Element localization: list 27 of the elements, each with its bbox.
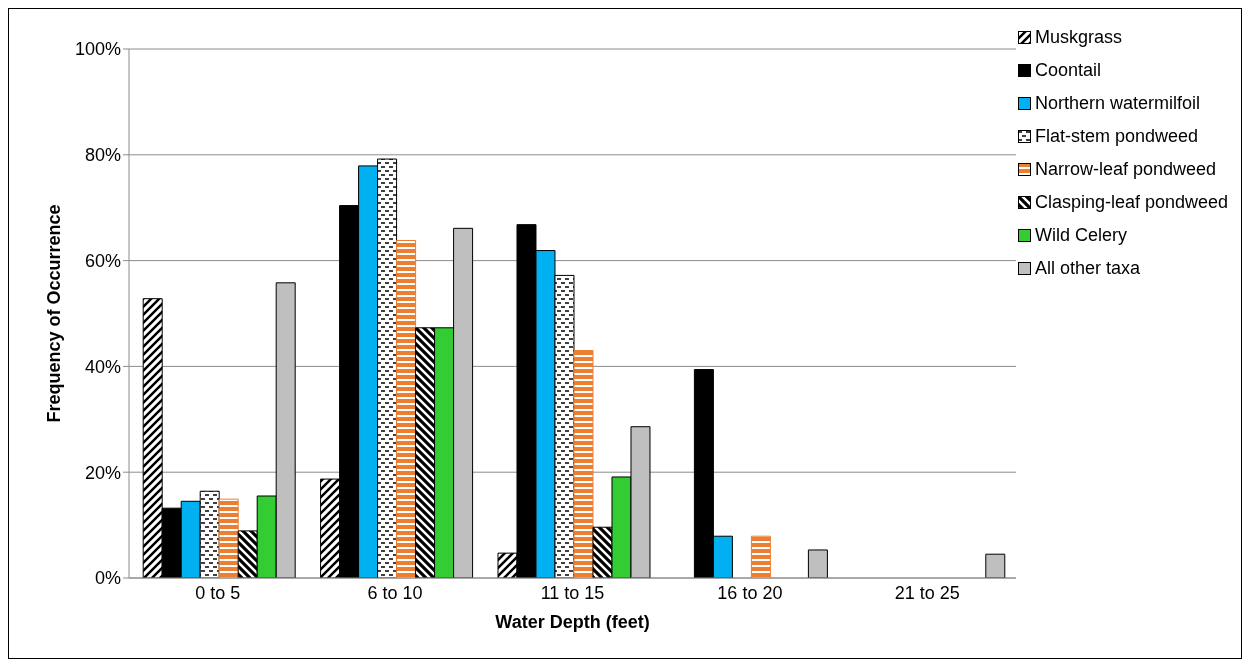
y-tick-label: 0% <box>94 568 121 589</box>
y-tick-label: 40% <box>84 356 121 377</box>
bar <box>985 553 1006 578</box>
x-tick-label: 0 to 5 <box>195 582 241 603</box>
x-axis-title: Water Depth (feet) <box>495 612 650 632</box>
legend-label: Northern watermilfoil <box>1035 93 1201 114</box>
x-tick-label: 21 to 25 <box>894 582 960 603</box>
legend-label: Wild Celery <box>1035 225 1128 246</box>
x-tick-label: 16 to 20 <box>717 582 783 603</box>
bar <box>218 498 239 578</box>
legend-label: All other taxa <box>1035 258 1141 279</box>
x-tick-label: 6 to 10 <box>367 582 423 603</box>
legend-label: Narrow-leaf pondweed <box>1035 159 1217 180</box>
bar <box>807 549 828 578</box>
y-tick-label: 100% <box>74 39 121 60</box>
bar <box>573 350 594 578</box>
bar <box>750 535 771 578</box>
legend-label: Muskgrass <box>1035 27 1123 48</box>
y-tick-label: 80% <box>84 145 121 166</box>
x-tick-label: 11 to 15 <box>540 582 605 603</box>
legend-label: Clasping-leaf pondweed <box>1035 192 1229 213</box>
y-axis-title: Frequency of Occurrence <box>44 204 65 423</box>
y-tick-label: 60% <box>84 250 121 271</box>
bar <box>396 240 417 578</box>
legend-label: Flat-stem pondweed <box>1035 126 1199 147</box>
legend-label: Coontail <box>1035 60 1102 81</box>
y-tick-label: 20% <box>84 462 121 483</box>
